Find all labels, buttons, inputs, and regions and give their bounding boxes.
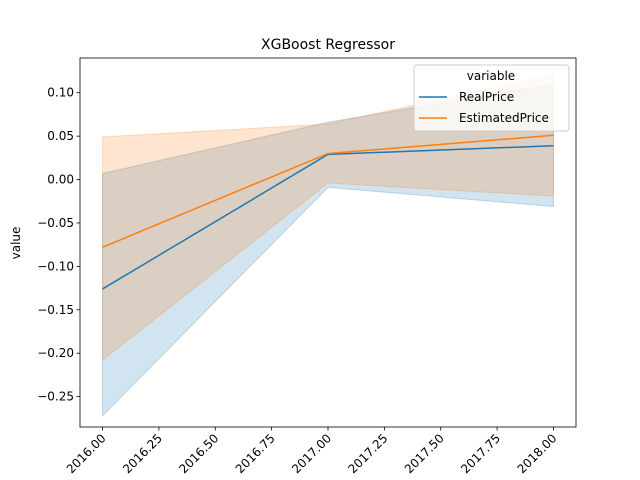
- y-tick-label: 0.00: [47, 173, 74, 187]
- series-line-0: [102, 144, 554, 290]
- legend-label-1: EstimatedPrice: [459, 111, 549, 125]
- legend: variable RealPrice EstimatedPrice: [413, 64, 570, 132]
- legend-box: [413, 64, 570, 132]
- x-tick-label: 2017.50: [402, 431, 447, 476]
- ci-band-1: [102, 73, 554, 362]
- legend-title: variable: [467, 69, 515, 83]
- x-tick-label: 2016.00: [64, 431, 109, 476]
- y-tick-label: −0.25: [37, 390, 74, 404]
- y-tick-label: −0.15: [37, 303, 74, 317]
- y-tick-label: −0.10: [37, 259, 74, 273]
- x-tick-label: 2016.25: [120, 431, 165, 476]
- y-axis: −0.25 −0.20 −0.15 −0.10 −0.05 0.00 0.05 0.10: [37, 86, 80, 404]
- x-tick-label: 2017.25: [345, 431, 390, 476]
- y-tick-label: −0.05: [37, 216, 74, 230]
- series-lines: [102, 134, 554, 290]
- x-tick-label: 2017.00: [289, 431, 334, 476]
- series-line-1: [102, 134, 554, 248]
- x-tick-label: 2018.00: [515, 431, 560, 476]
- x-tick-label: 2017.75: [458, 431, 503, 476]
- x-tick-label: 2016.50: [176, 431, 221, 476]
- ci-band-0: [102, 83, 554, 417]
- confidence-bands: [102, 73, 554, 417]
- y-tick-label: 0.10: [47, 86, 74, 100]
- y-axis-label: value: [9, 227, 23, 260]
- x-tick-label: 2016.75: [233, 431, 278, 476]
- y-tick-label: −0.20: [37, 346, 74, 360]
- legend-label-0: RealPrice: [459, 90, 514, 104]
- y-tick-label: 0.05: [47, 129, 74, 143]
- x-axis: 2016.00 2016.25 2016.50 2016.75 2017.00 2017.…: [64, 427, 560, 476]
- chart-title: XGBoost Regressor: [261, 37, 395, 53]
